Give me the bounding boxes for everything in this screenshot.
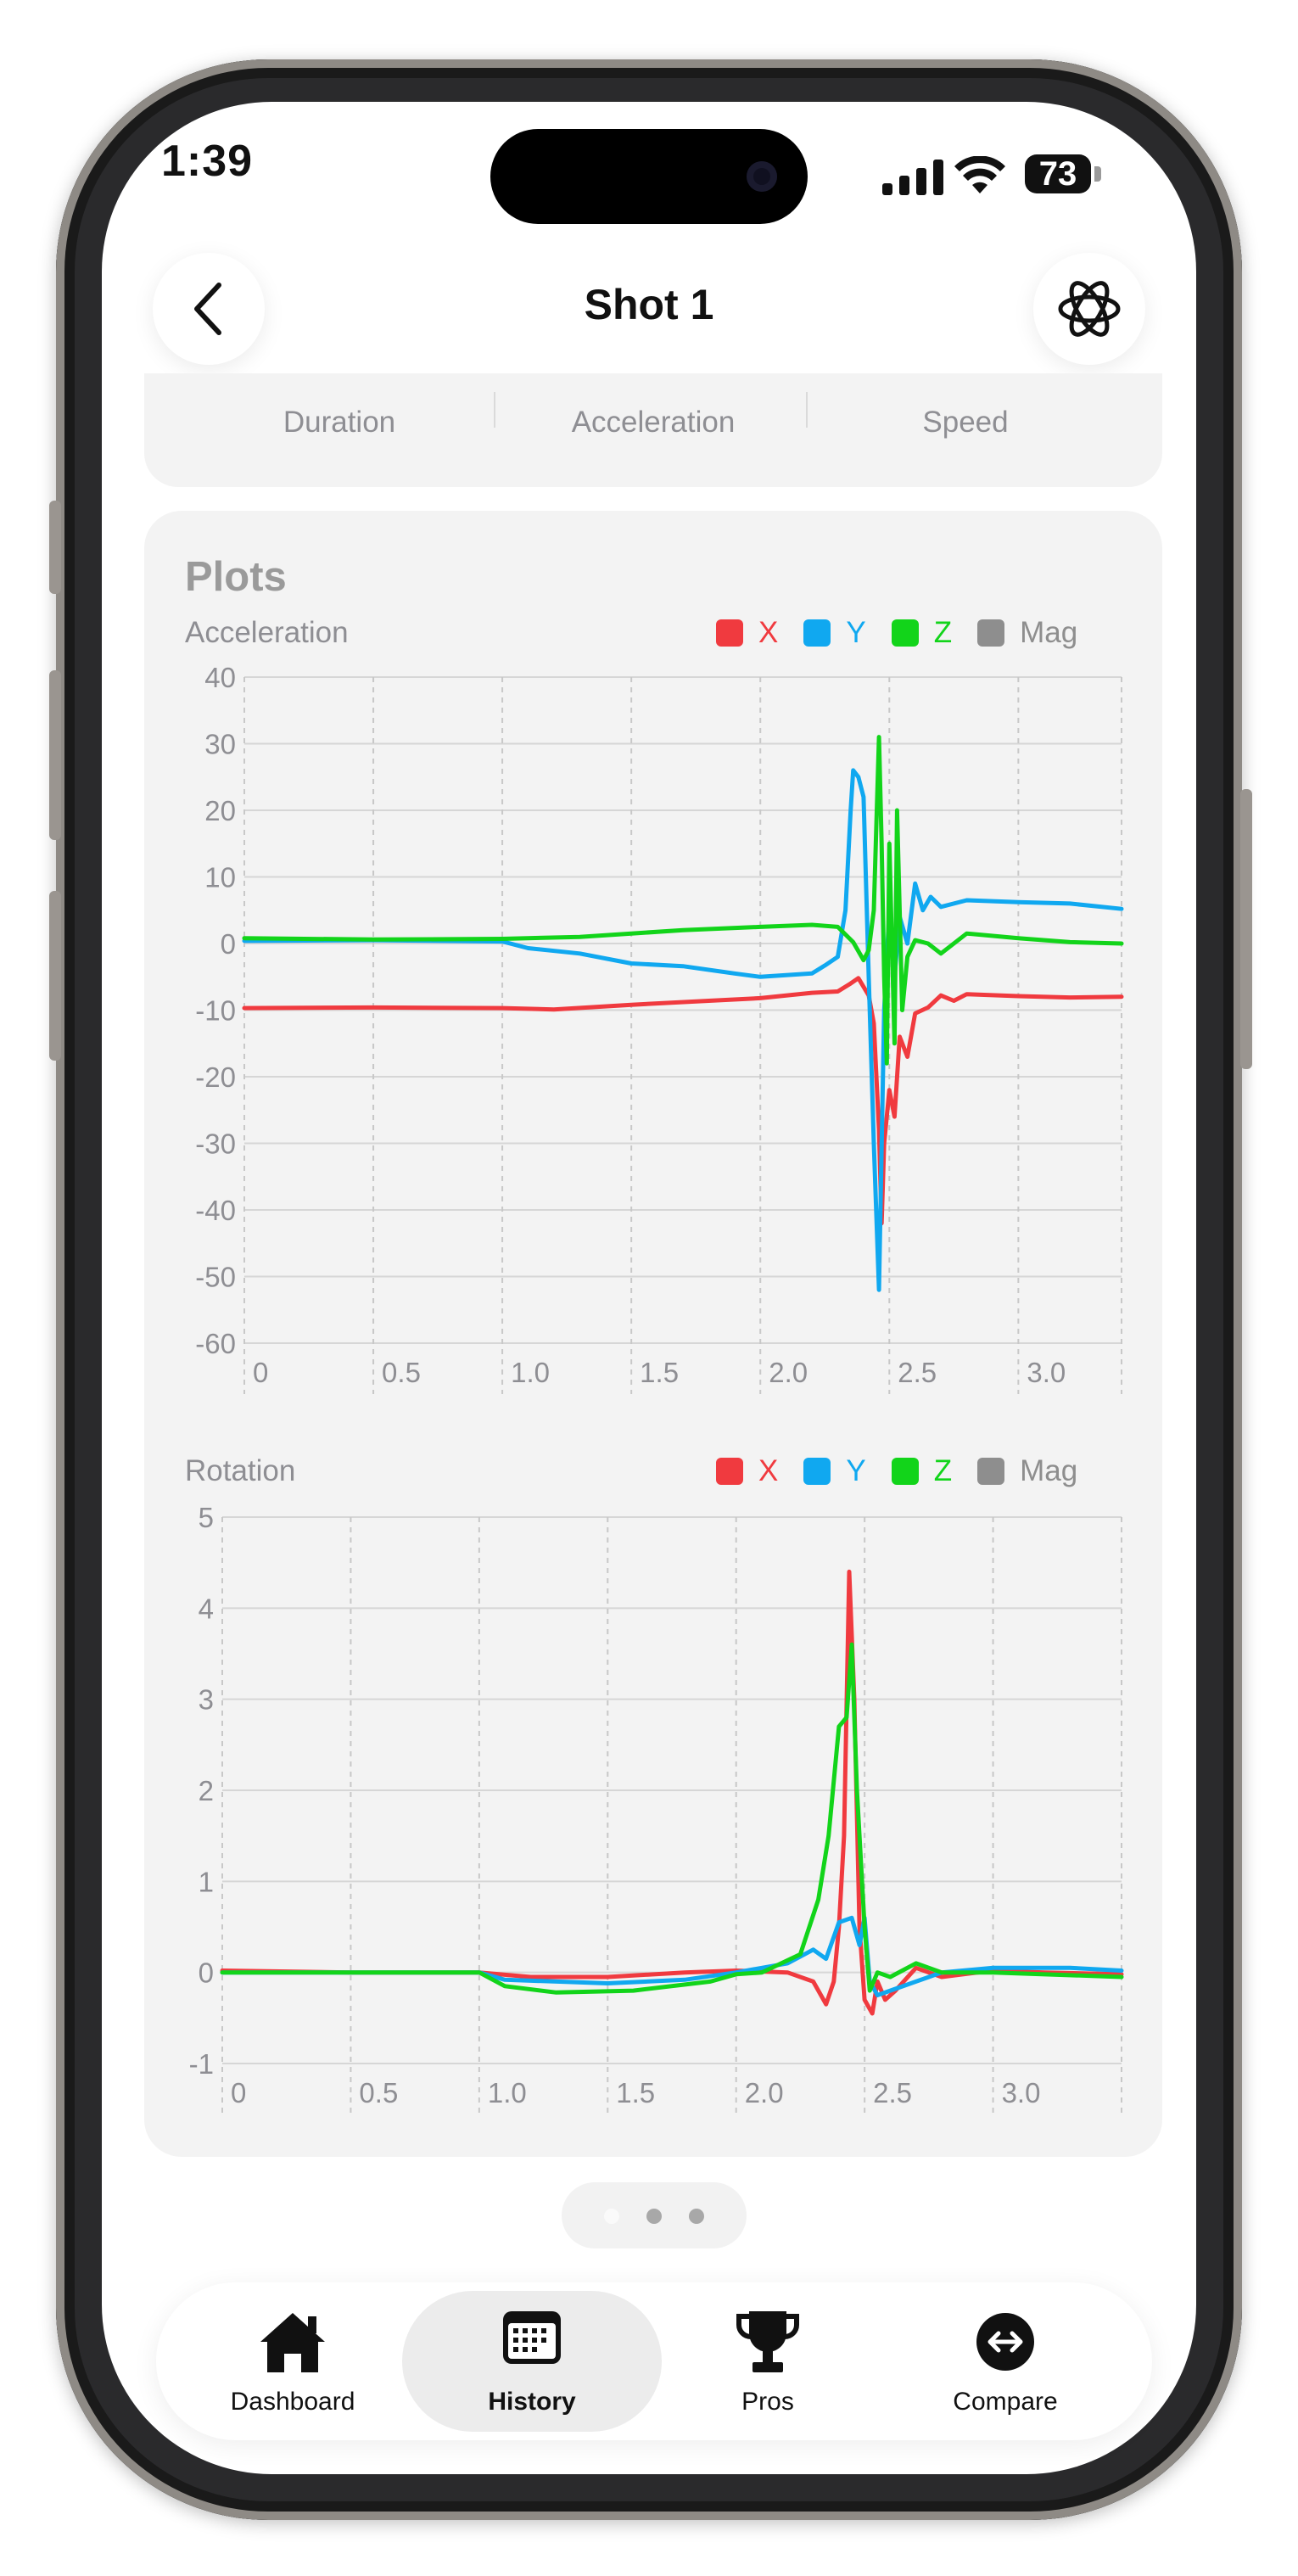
page-dot-3[interactable] [689,2209,704,2224]
x-tick-label: 0 [253,1357,268,1388]
legend-swatch-x [716,1458,743,1485]
status-time: 1:39 [161,137,254,186]
y-tick-label: -40 [195,1195,236,1226]
page-dot-2[interactable] [646,2209,662,2224]
y-tick-label: 0 [221,928,236,960]
tab-dashboard[interactable]: Dashboard [187,2291,399,2432]
stat-label-acceleration: Acceleration [571,406,736,439]
tab-label-compare: Compare [953,2388,1058,2416]
acceleration-legend: X Y Z Mag [716,616,1077,650]
y-tick-label: 10 [204,862,236,893]
y-tick-label: -1 [189,2048,214,2080]
y-tick-label: 2 [199,1775,214,1806]
plots-card [144,511,1162,2157]
page-indicator[interactable] [562,2182,747,2248]
plots-title: Plots [185,554,287,600]
rotation-legend: X Y Z Mag [716,1454,1077,1488]
y-tick-label: 5 [199,1502,214,1533]
x-tick-label: 3.0 [1027,1357,1066,1388]
page-dot-1[interactable] [604,2209,619,2224]
y-tick-label: 4 [199,1593,214,1624]
x-tick-label: 1.5 [640,1357,679,1388]
y-tick-label: -10 [195,995,236,1027]
legend-label-z: Z [933,616,953,649]
stats-card [144,373,1162,487]
y-tick-label: 30 [204,729,236,760]
y-tick-label: -30 [195,1128,236,1160]
x-tick-label: 1.0 [488,2077,527,2108]
rotation-chart-title: Rotation [185,1454,296,1487]
x-tick-label: 1.0 [511,1357,550,1388]
tab-label-pros: Pros [741,2388,794,2416]
stat-divider [494,392,495,428]
x-tick-label: 3.0 [1002,2077,1041,2108]
wifi-icon [954,156,1005,193]
legend-label-y: Y [846,1454,866,1487]
series-line-z [220,1642,1124,1995]
battery-cap [1094,166,1101,182]
calendar-icon [503,2311,561,2364]
x-tick-label: 2.5 [873,2077,912,2108]
legend-label-mag: Mag [1020,616,1078,649]
legend-swatch-x [716,619,743,647]
legend-swatch-z [891,619,919,647]
legend-swatch-y [803,1458,831,1485]
trophy-icon [736,2311,799,2372]
power-button [1240,789,1252,1069]
legend-swatch-mag [977,1458,1005,1485]
house-icon [260,2313,325,2372]
camera-icon [747,161,777,192]
x-tick-label: 2.5 [898,1357,937,1388]
volume-up-button [49,670,61,840]
cellular-signal-icon [882,160,943,195]
y-tick-label: -20 [195,1061,236,1093]
series-line-z [242,735,1124,1066]
legend-label-x: X [758,1454,779,1487]
stat-label-speed: Speed [922,406,1009,439]
volume-down-button [49,891,61,1061]
tab-label-history: History [488,2388,576,2416]
ai-button[interactable] [1033,253,1145,365]
legend-swatch-z [891,1458,919,1485]
stat-label-duration: Duration [283,406,396,439]
acceleration-chart-title: Acceleration [185,616,349,649]
y-tick-label: -50 [195,1262,236,1293]
x-tick-label: 2.0 [769,1357,808,1388]
y-tick-label: 20 [204,795,236,826]
page-title: Shot 1 [584,281,714,328]
y-tick-label: 1 [199,1866,214,1897]
y-tick-label: 3 [199,1684,214,1716]
tab-history[interactable]: History [402,2291,662,2432]
x-tick-label: 2.0 [745,2077,784,2108]
stat-divider [806,392,808,428]
x-tick-label: 0 [231,2077,246,2108]
tab-pros[interactable]: Pros [679,2291,857,2432]
x-tick-label: 1.5 [616,2077,655,2108]
compare-arrows-icon [976,2313,1034,2371]
legend-label-y: Y [846,616,866,649]
ai-flower-icon [1058,281,1121,337]
x-tick-label: 0.5 [382,1357,421,1388]
tab-label-dashboard: Dashboard [230,2388,355,2416]
back-button[interactable] [153,253,265,365]
series-line-x [220,1569,1124,2016]
legend-swatch-mag [977,619,1005,647]
y-tick-label: -60 [195,1328,236,1359]
legend-label-z: Z [933,1454,953,1487]
x-tick-label: 0.5 [359,2077,398,2108]
tab-compare[interactable]: Compare [899,2291,1111,2432]
action-button [49,501,61,594]
series-line-y [220,1915,1124,1997]
y-tick-label: 40 [204,662,236,693]
series-line-y [242,768,1124,1292]
legend-label-x: X [758,616,779,649]
battery-indicator: 73 [1025,154,1091,193]
chevron-left-icon [194,283,221,335]
y-tick-label: 0 [199,1957,214,1989]
legend-label-mag: Mag [1020,1454,1078,1487]
legend-swatch-y [803,619,831,647]
